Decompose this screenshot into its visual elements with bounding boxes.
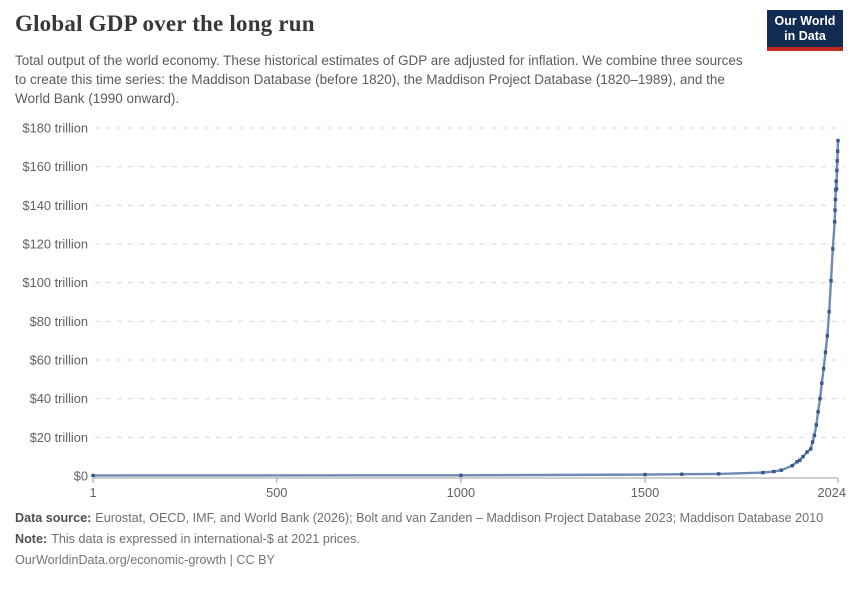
owid-logo-line2: in Data [784, 29, 826, 43]
svg-text:$20 trillion: $20 trillion [30, 430, 88, 445]
owid-logo-box: Our World in Data [767, 10, 843, 47]
svg-text:$40 trillion: $40 trillion [30, 391, 88, 406]
chart-title: Global GDP over the long run [15, 11, 315, 36]
x-axis: 1 500 1000 1500 2024 [89, 477, 846, 500]
svg-text:$80 trillion: $80 trillion [30, 314, 88, 329]
svg-text:$140 trillion: $140 trillion [23, 198, 88, 213]
svg-text:1500: 1500 [631, 485, 659, 500]
owid-logo[interactable]: Our World in Data [767, 10, 843, 51]
svg-text:$60 trillion: $60 trillion [30, 353, 88, 368]
data-source-line: Data source: Eurostat, OECD, IMF, and Wor… [15, 510, 830, 527]
chart-subtitle: Total output of the world economy. These… [15, 53, 743, 106]
svg-text:$120 trillion: $120 trillion [23, 237, 88, 252]
note-line: Note: This data is expressed in internati… [15, 531, 830, 548]
svg-text:$160 trillion: $160 trillion [23, 159, 88, 174]
citation-link[interactable]: OurWorldinData.org/economic-growth | CC … [15, 553, 275, 567]
data-points [91, 138, 840, 478]
svg-text:1: 1 [89, 485, 96, 500]
svg-text:$180 trillion: $180 trillion [23, 121, 88, 136]
owid-logo-line1: Our World [774, 14, 836, 28]
svg-text:2024: 2024 [818, 485, 846, 500]
y-gridlines [95, 127, 845, 438]
svg-text:$0: $0 [74, 469, 88, 484]
chart-canvas[interactable]: $180 trillion $160 trillion $140 trillion $… [0, 0, 850, 505]
svg-text:500: 500 [266, 485, 287, 500]
svg-text:1000: 1000 [447, 485, 475, 500]
chart-footer: Data source: Eurostat, OECD, IMF, and Wor… [15, 510, 830, 573]
y-tick-labels: $180 trillion $160 trillion $140 trillion $… [23, 121, 88, 484]
data-source-text: Eurostat, OECD, IMF, and World Bank (202… [95, 511, 824, 525]
data-source-label: Data source: [15, 511, 92, 525]
logo-accent-bar [767, 47, 843, 51]
note-label: Note: [15, 532, 48, 546]
svg-text:$100 trillion: $100 trillion [23, 275, 88, 290]
gdp-line [91, 139, 840, 477]
note-text: This data is expressed in international-… [51, 532, 360, 546]
